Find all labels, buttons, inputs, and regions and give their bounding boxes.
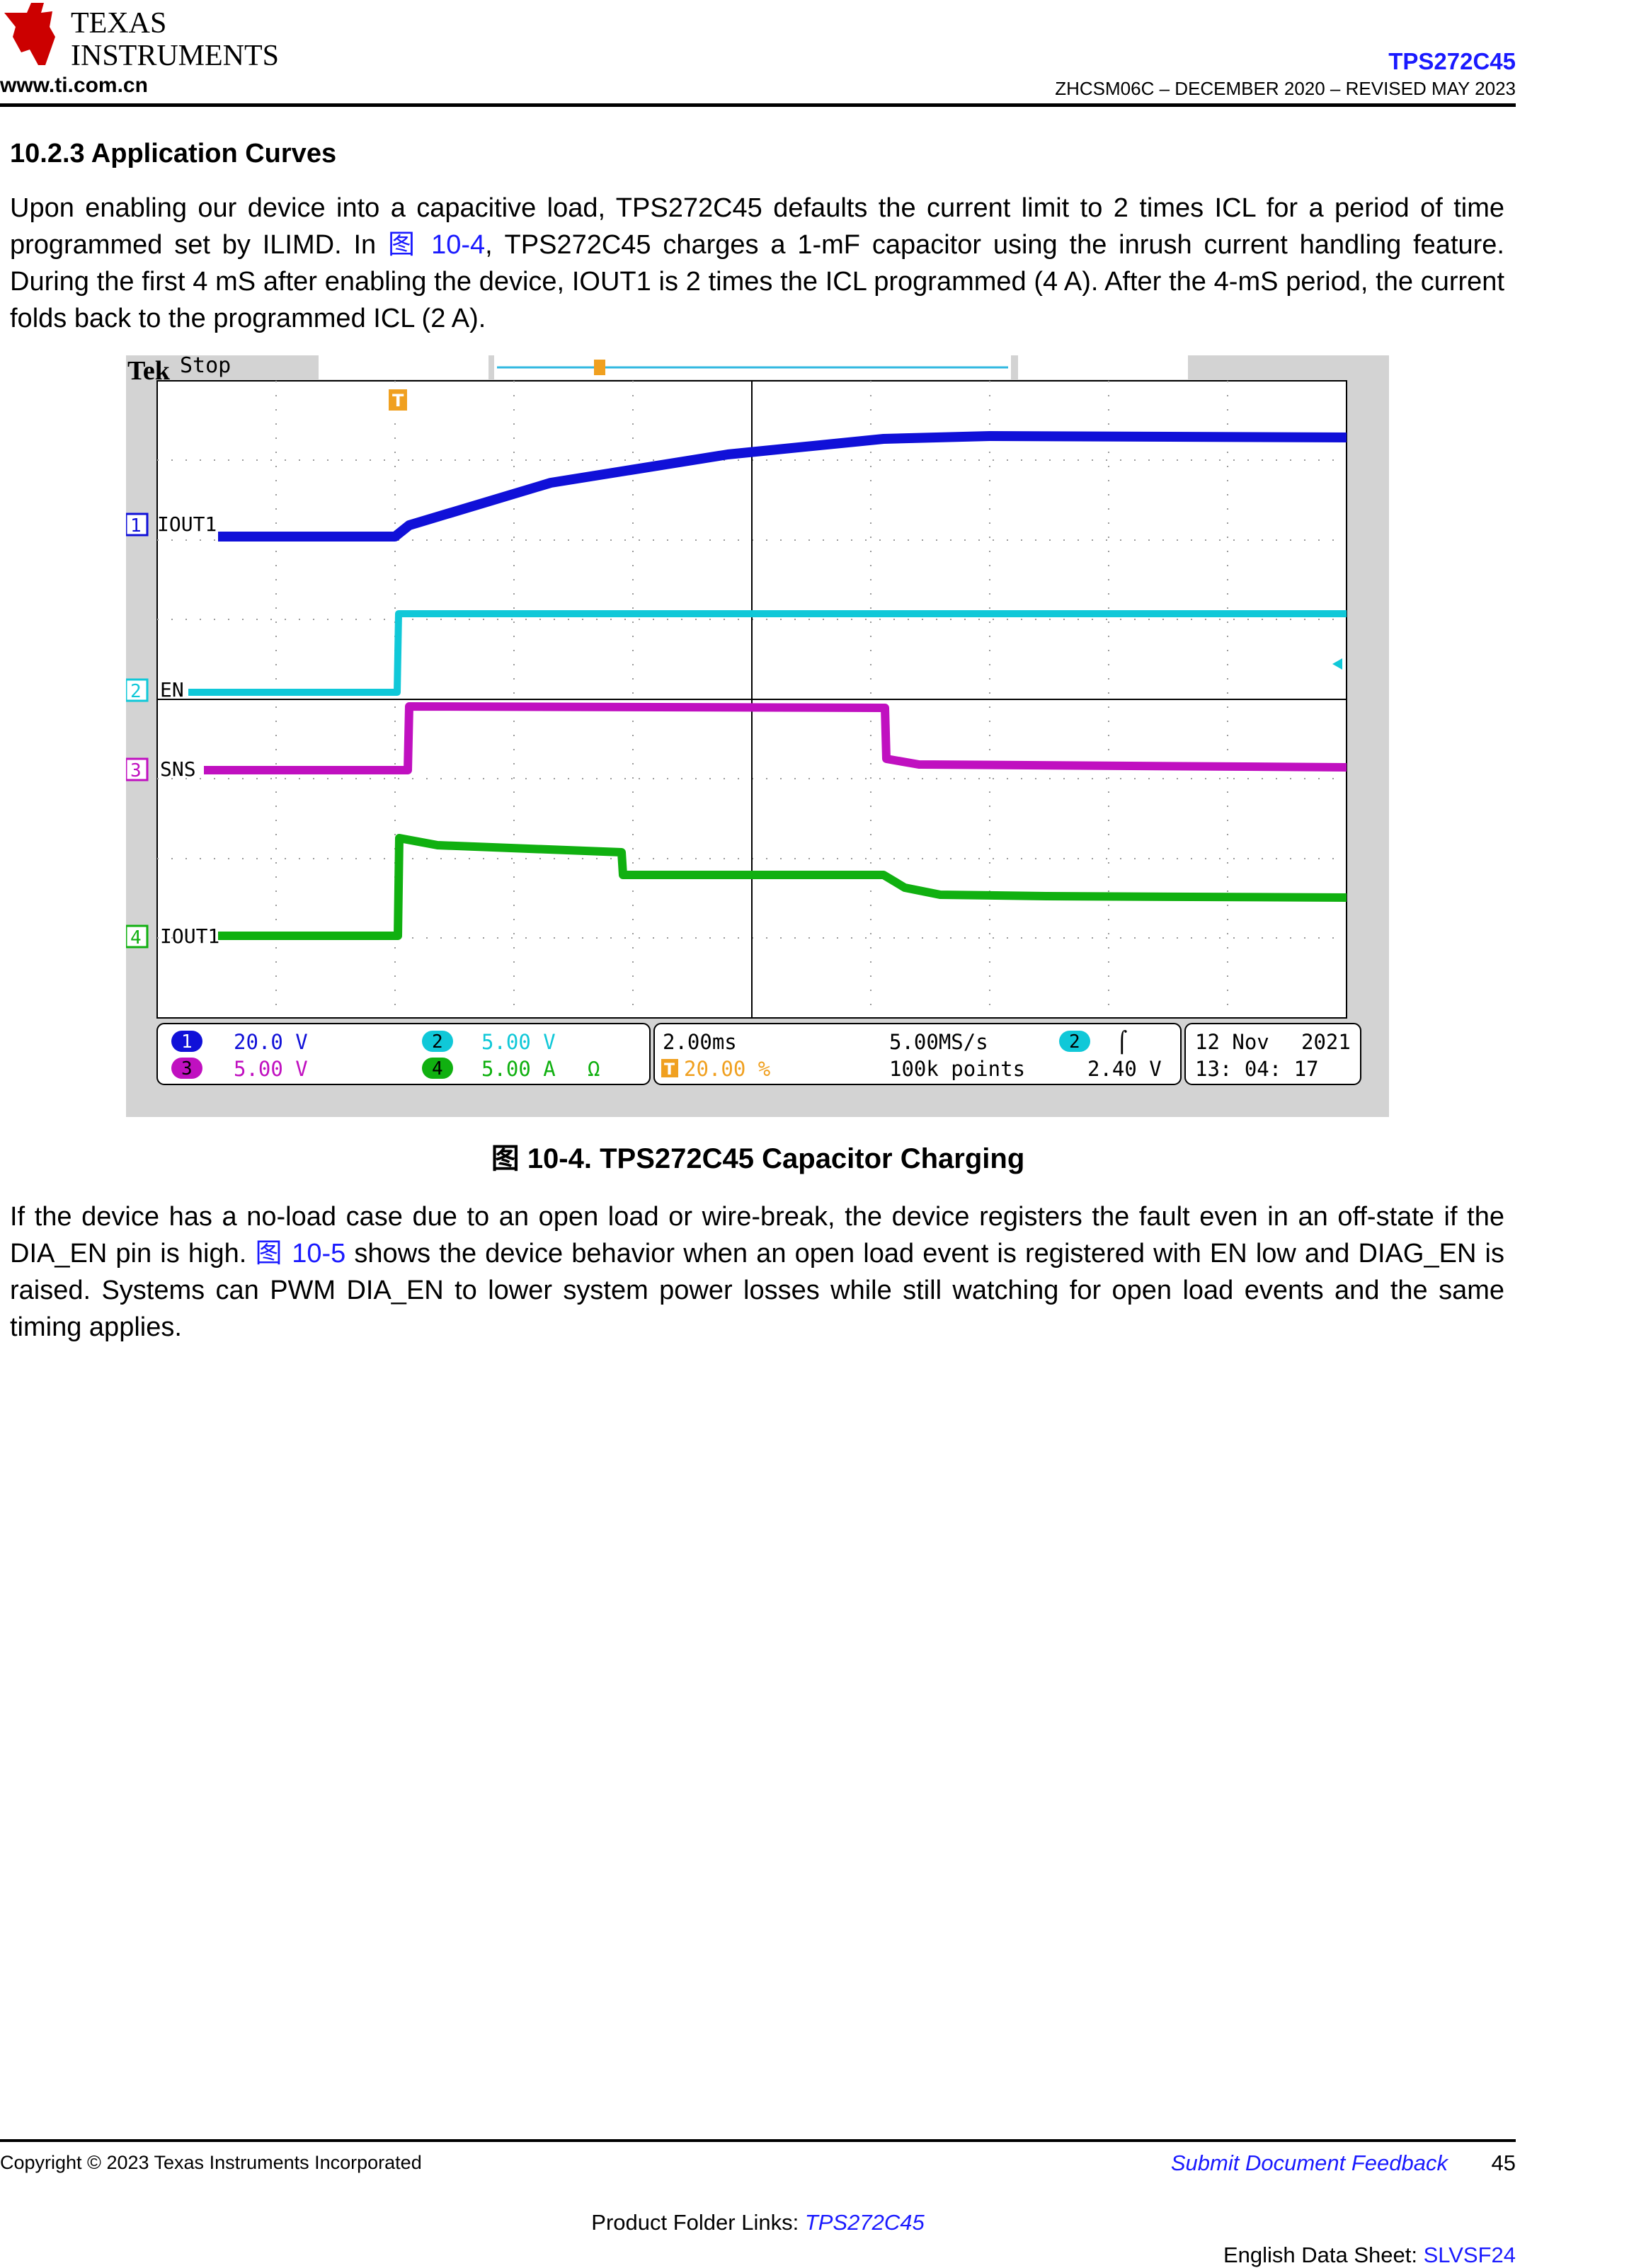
timebase-readout: 2.00ms: [663, 1030, 737, 1054]
channel-3-label: SNS: [160, 757, 196, 781]
english-data-sheet-link[interactable]: SLVSF24: [1423, 2243, 1516, 2267]
english-data-sheet: English Data Sheet: SLVSF24: [1223, 2243, 1516, 2268]
trigger-slope-icon: ⌠: [1116, 1030, 1128, 1055]
channel-4-marker: 4 IOUT1: [126, 924, 219, 949]
channel-1-label: IOUT1: [157, 512, 217, 536]
scope-state: Stop: [180, 355, 231, 378]
copyright: Copyright © 2023 Texas Instruments Incor…: [0, 2152, 422, 2173]
document-id: ZHCSM06C – DECEMBER 2020 – REVISED MAY 2…: [1055, 78, 1516, 99]
year-readout: 2021: [1301, 1030, 1351, 1054]
time-readout: 13: 04: 17: [1195, 1057, 1319, 1081]
channel-scale-panel: 1 20.0 V 2 5.00 V 3 5.00 V 4 5.00 A Ω: [156, 1023, 651, 1085]
date-readout: 12 Nov: [1195, 1030, 1269, 1054]
product-name-link[interactable]: TPS272C45: [1388, 48, 1516, 74]
trigger-position-badge: T: [664, 1061, 675, 1079]
status-box: [1018, 355, 1188, 379]
channel-2-number: 2: [130, 681, 142, 702]
trace-ch4-iout1: [218, 834, 1347, 940]
paragraph-text: Upon enabling our device into a capaciti…: [10, 193, 1504, 260]
trace-ch2-en: [188, 610, 1347, 696]
trigger-marker-icon: [389, 389, 407, 411]
trigger-level-readout: 2.40 V: [1087, 1057, 1162, 1081]
logo-text-texas: TEXAS: [71, 7, 166, 40]
channel-3-number: 3: [130, 760, 142, 781]
folder-links-label: Product Folder Links:: [591, 2210, 805, 2235]
paragraph-text: shows the device behavior when an open l…: [10, 1239, 1504, 1342]
graticule: [156, 380, 1347, 1019]
timebase-panel: 2.00ms 5.00MS/s T 20.00 % 100k points 2 …: [653, 1023, 1182, 1085]
trace-ch3-sns: [204, 702, 1347, 774]
product-folder-links: Product Folder Links: TPS272C45: [0, 2210, 1516, 2235]
figure-link-10-5[interactable]: 图 10-5: [255, 1239, 346, 1268]
figure-link-10-4[interactable]: 图 10-4: [387, 230, 486, 260]
trigger-position-readout: 20.00 %: [684, 1057, 770, 1081]
channel-2-label: EN: [160, 678, 184, 701]
sample-rate-readout: 5.00MS/s: [889, 1030, 988, 1054]
site-link[interactable]: www.ti.com.cn: [0, 74, 148, 97]
channel-1-scale: 20.0 V: [234, 1030, 308, 1054]
channel-2-marker: 2 EN: [126, 678, 184, 702]
section-title: 10.2.3 Application Curves: [10, 139, 337, 168]
submit-feedback-link[interactable]: Submit Document Feedback: [1170, 2150, 1448, 2175]
datetime-panel: 12 Nov 2021 13: 04: 17: [1184, 1023, 1361, 1085]
channel-3-marker: 3 SNS: [126, 757, 196, 781]
ti-logo: TEXAS INSTRUMENTS: [0, 0, 297, 71]
channel-1-number: 1: [130, 515, 142, 537]
record-length-readout: 100k points: [889, 1057, 1025, 1081]
channel-3-badge: 3: [181, 1058, 193, 1079]
channel-3-scale: 5.00 V: [234, 1057, 308, 1081]
paragraph-text: , TPS272C45 charges a 1-mF capacitor usi…: [10, 230, 1504, 333]
channel-4-scale: 5.00 A: [481, 1057, 556, 1081]
channel-4-number: 4: [130, 927, 142, 949]
channel-2-scale: 5.00 V: [481, 1030, 556, 1054]
trigger-source-badge: 2: [1069, 1031, 1080, 1053]
channel-4-scale-suffix: Ω: [588, 1057, 600, 1081]
channel-1-marker: 1 IOUT1: [126, 512, 217, 537]
product-folder-link[interactable]: TPS272C45: [804, 2210, 925, 2235]
channel-4-badge: 4: [432, 1058, 443, 1079]
channel-4-label: IOUT1: [160, 924, 219, 948]
oscilloscope-screenshot: Tek Stop T: [126, 355, 1389, 1117]
trigger-level-arrow-icon: [1332, 658, 1342, 670]
english-data-sheet-label: English Data Sheet:: [1223, 2243, 1424, 2267]
ti-logo-icon: [4, 3, 55, 65]
trace-ch1-iout1: [218, 431, 1347, 542]
channel-1-badge: 1: [181, 1031, 193, 1053]
status-box: [319, 355, 488, 379]
footer-divider: [0, 2139, 1516, 2142]
logo-text-instruments: INSTRUMENTS: [71, 40, 279, 71]
paragraph-application-curves: Upon enabling our device into a capaciti…: [10, 190, 1504, 337]
page-number: 45: [1491, 2150, 1516, 2175]
header-divider: [0, 103, 1516, 107]
figure-caption: 图 10-4. TPS272C45 Capacitor Charging: [491, 1143, 1025, 1174]
trigger-marker-label: T: [392, 391, 404, 411]
channel-2-badge: 2: [432, 1031, 443, 1053]
paragraph-text: If the device has a no-load case due to …: [10, 1202, 1504, 1268]
paragraph-open-load: If the device has a no-load case due to …: [10, 1198, 1504, 1346]
trigger-position-icon: [594, 360, 605, 375]
